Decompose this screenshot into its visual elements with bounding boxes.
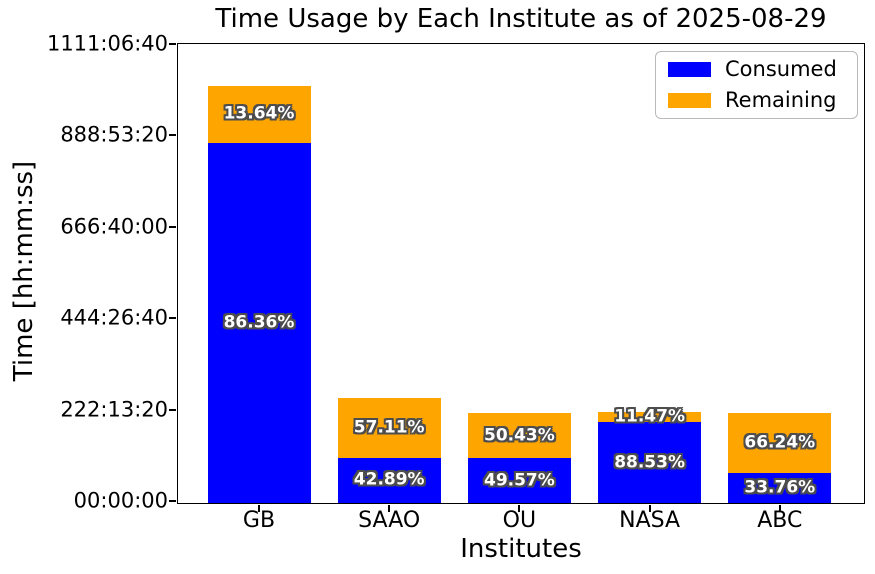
bar-segment-remaining-ABC [728, 412, 832, 473]
bar-segment-consumed-ABC [728, 472, 832, 503]
plot-area: 00:00:00 222:13:20 444:26:40 666:40:00 888:5… [47, 33, 865, 533]
legend-label-remaining: Remaining [725, 87, 837, 112]
consumed-color-swatch-icon [668, 62, 711, 78]
y-tick-label-5: 1111:06:40 [46, 31, 168, 56]
bar-label-remaining-ABC: 66.24% [744, 432, 816, 453]
x-tick-label-NASA: NASA [619, 508, 681, 533]
bar-NASA: 88.53% 11.47% [598, 408, 702, 503]
x-tick-mark-GB [258, 505, 260, 512]
bar-label-consumed-SAAO: 42.89% [353, 469, 425, 490]
y-tick-label-0: 00:00:00 [73, 488, 168, 513]
bar-segment-consumed-GB [207, 142, 311, 503]
bar-GB: 86.36% 13.64% [207, 85, 311, 503]
y-tick-label-2: 444:26:40 [60, 305, 168, 330]
y-tick-label-3: 666:40:00 [60, 214, 168, 239]
x-tick-label-OU: OU [502, 508, 537, 533]
x-tick-mark-NASA [648, 505, 651, 512]
bar-segment-remaining-OU [467, 412, 571, 459]
bar-ABC: 33.76% 66.24% [728, 412, 832, 503]
bar-segment-consumed-OU [467, 458, 571, 503]
bar-OU: 49.57% 50.43% [467, 412, 571, 503]
remaining-color-swatch-icon [668, 92, 711, 108]
x-tick-mark-SAAO [388, 505, 391, 512]
bar-label-remaining-SAAO: 57.11% [353, 417, 425, 438]
bar-segment-remaining-SAAO [337, 397, 441, 458]
bar-label-remaining-GB: 13.64% [223, 103, 295, 124]
bar-segment-consumed-SAAO [337, 457, 441, 503]
bar-label-remaining-OU: 50.43% [483, 425, 555, 445]
y-tick-mark-5 [169, 43, 176, 45]
legend-item-remaining: Remaining [668, 87, 845, 115]
bar-segment-remaining-NASA [598, 411, 702, 423]
legend-label-consumed: Consumed [725, 57, 837, 82]
y-tick-label-4: 888:53:20 [60, 122, 168, 147]
x-tick-label-SAAO: SAAO [358, 508, 421, 533]
x-axis-label: Institutes [460, 534, 582, 564]
bar-label-consumed-NASA: 88.53% [614, 452, 685, 473]
bar-label-consumed-GB: 86.36% [223, 312, 295, 333]
x-tick-label-ABC: ABC [757, 508, 803, 533]
bar-label-consumed-ABC: 33.76% [744, 477, 816, 498]
y-tick-label-1: 222:13:20 [60, 397, 168, 422]
legend: Consumed Remaining [655, 51, 858, 119]
bar-segment-remaining-GB [207, 85, 311, 143]
x-tick-mark-OU [518, 505, 521, 512]
bar-segment-consumed-NASA [598, 422, 702, 503]
legend-item-consumed: Consumed [668, 56, 845, 84]
bar-label-remaining-NASA: 11.47% [614, 406, 685, 427]
bar-SAAO: 42.89% 57.11% [337, 397, 441, 503]
y-axis-label: Time [hh:mm:ss] [9, 160, 39, 382]
y-tick-mark-4 [169, 134, 176, 137]
x-tick-label-GB: GB [242, 508, 276, 533]
chart-title: Time Usage by Each Institute as of 2025-… [215, 4, 827, 34]
y-tick-mark-3 [169, 225, 176, 228]
y-tick-mark-0 [169, 500, 176, 502]
y-tick-mark-2 [169, 317, 176, 320]
bar-label-consumed-OU: 49.57% [483, 470, 555, 491]
x-tick-mark-ABC [778, 505, 781, 512]
y-tick-mark-1 [169, 408, 176, 411]
